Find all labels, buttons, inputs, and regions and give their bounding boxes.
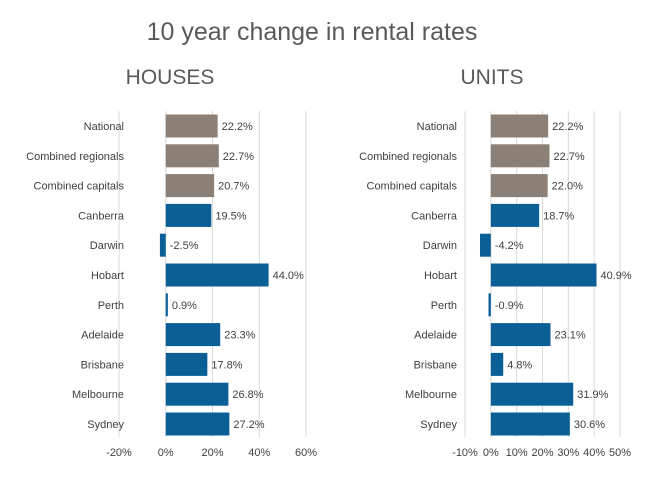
units-category-label: Darwin <box>423 240 457 252</box>
chart-title: 10 year change in rental rates <box>146 18 478 46</box>
houses-bar <box>165 263 269 287</box>
houses-tick-label: 20% <box>201 447 223 459</box>
houses-chart: -20% 0% 20% 40% 60% National 22.2% Combined reg… <box>26 111 317 459</box>
houses-value-label: 19.5% <box>215 210 246 222</box>
houses-bar <box>165 323 221 347</box>
houses-tick-label: 0% <box>158 447 174 459</box>
houses-value-label: 26.8% <box>232 389 263 401</box>
units-category-label: Adelaide <box>414 330 457 342</box>
units-value-label: 22.7% <box>553 151 584 163</box>
houses-category-label: Combined regionals <box>26 151 124 163</box>
houses-bar <box>165 114 218 138</box>
units-bar <box>490 263 597 287</box>
units-category-label: Combined regionals <box>359 151 457 163</box>
houses-category-label: Hobart <box>91 270 124 282</box>
units-tick-label: 50% <box>609 447 631 459</box>
units-value-label: 22.2% <box>552 121 583 133</box>
houses-bar <box>165 412 230 436</box>
units-category-label: Melbourne <box>405 389 457 401</box>
houses-category-label: Combined capitals <box>34 181 125 193</box>
units-category-label: Brisbane <box>414 359 457 371</box>
units-value-label: -0.9% <box>495 300 524 312</box>
units-bar <box>490 203 540 227</box>
units-value-label: 40.9% <box>600 270 631 282</box>
units-tick-label: -10% <box>452 447 478 459</box>
units-category-label: National <box>417 121 457 133</box>
houses-bar <box>165 352 208 376</box>
units-tick-label: 40% <box>583 447 605 459</box>
houses-value-label: 0.9% <box>172 300 197 312</box>
houses-category-label: National <box>84 121 124 133</box>
units-panel-title: UNITS <box>460 66 524 89</box>
houses-bar <box>159 233 166 257</box>
houses-tick-label: 40% <box>248 447 270 459</box>
units-bar <box>490 144 550 168</box>
units-category-label: Combined capitals <box>367 181 458 193</box>
houses-category-label: Darwin <box>90 240 124 252</box>
houses-bar <box>165 203 212 227</box>
houses-value-label: 20.7% <box>218 181 249 193</box>
houses-bar <box>165 144 219 168</box>
units-bar <box>488 293 491 317</box>
houses-category-label: Sydney <box>87 419 124 431</box>
units-category-label: Hobart <box>424 270 457 282</box>
houses-value-label: 27.2% <box>233 419 264 431</box>
houses-value-label: 23.3% <box>224 330 255 342</box>
units-value-label: -4.2% <box>495 240 524 252</box>
units-bar <box>490 114 549 138</box>
units-tick-label: 0% <box>483 447 499 459</box>
units-value-label: 4.8% <box>507 359 532 371</box>
units-bar <box>479 233 491 257</box>
houses-category-label: Brisbane <box>81 359 124 371</box>
units-category-label: Perth <box>431 300 457 312</box>
units-bar <box>490 323 551 347</box>
units-tick-label: 30% <box>557 447 579 459</box>
units-value-label: 30.6% <box>574 419 605 431</box>
houses-category-label: Melbourne <box>72 389 124 401</box>
units-bar <box>490 352 504 376</box>
units-value-label: 23.1% <box>555 330 586 342</box>
houses-bar <box>165 293 168 317</box>
houses-category-label: Adelaide <box>81 330 124 342</box>
houses-bar <box>165 174 215 198</box>
houses-bar <box>165 382 229 406</box>
units-chart: -10% 0% 10% 20% 30% 40% 50% National 22.2% Combin… <box>359 111 632 459</box>
units-bar <box>490 174 548 198</box>
houses-panel-title: HOUSES <box>125 66 215 89</box>
units-category-label: Canberra <box>411 210 458 222</box>
units-value-label: 18.7% <box>543 210 574 222</box>
units-value-label: 31.9% <box>577 389 608 401</box>
houses-category-label: Canberra <box>78 210 125 222</box>
units-value-label: 22.0% <box>552 181 583 193</box>
houses-category-label: Perth <box>98 300 124 312</box>
units-category-label: Sydney <box>420 419 457 431</box>
houses-value-label: 17.8% <box>211 359 242 371</box>
units-bar <box>490 382 574 406</box>
houses-value-label: 22.7% <box>223 151 254 163</box>
houses-tick-label: -20% <box>106 447 132 459</box>
houses-value-label: -2.5% <box>170 240 199 252</box>
units-bar <box>490 412 570 436</box>
units-tick-label: 10% <box>506 447 528 459</box>
houses-value-label: 22.2% <box>222 121 253 133</box>
houses-value-label: 44.0% <box>273 270 304 282</box>
units-tick-label: 20% <box>531 447 553 459</box>
houses-tick-label: 60% <box>295 447 317 459</box>
